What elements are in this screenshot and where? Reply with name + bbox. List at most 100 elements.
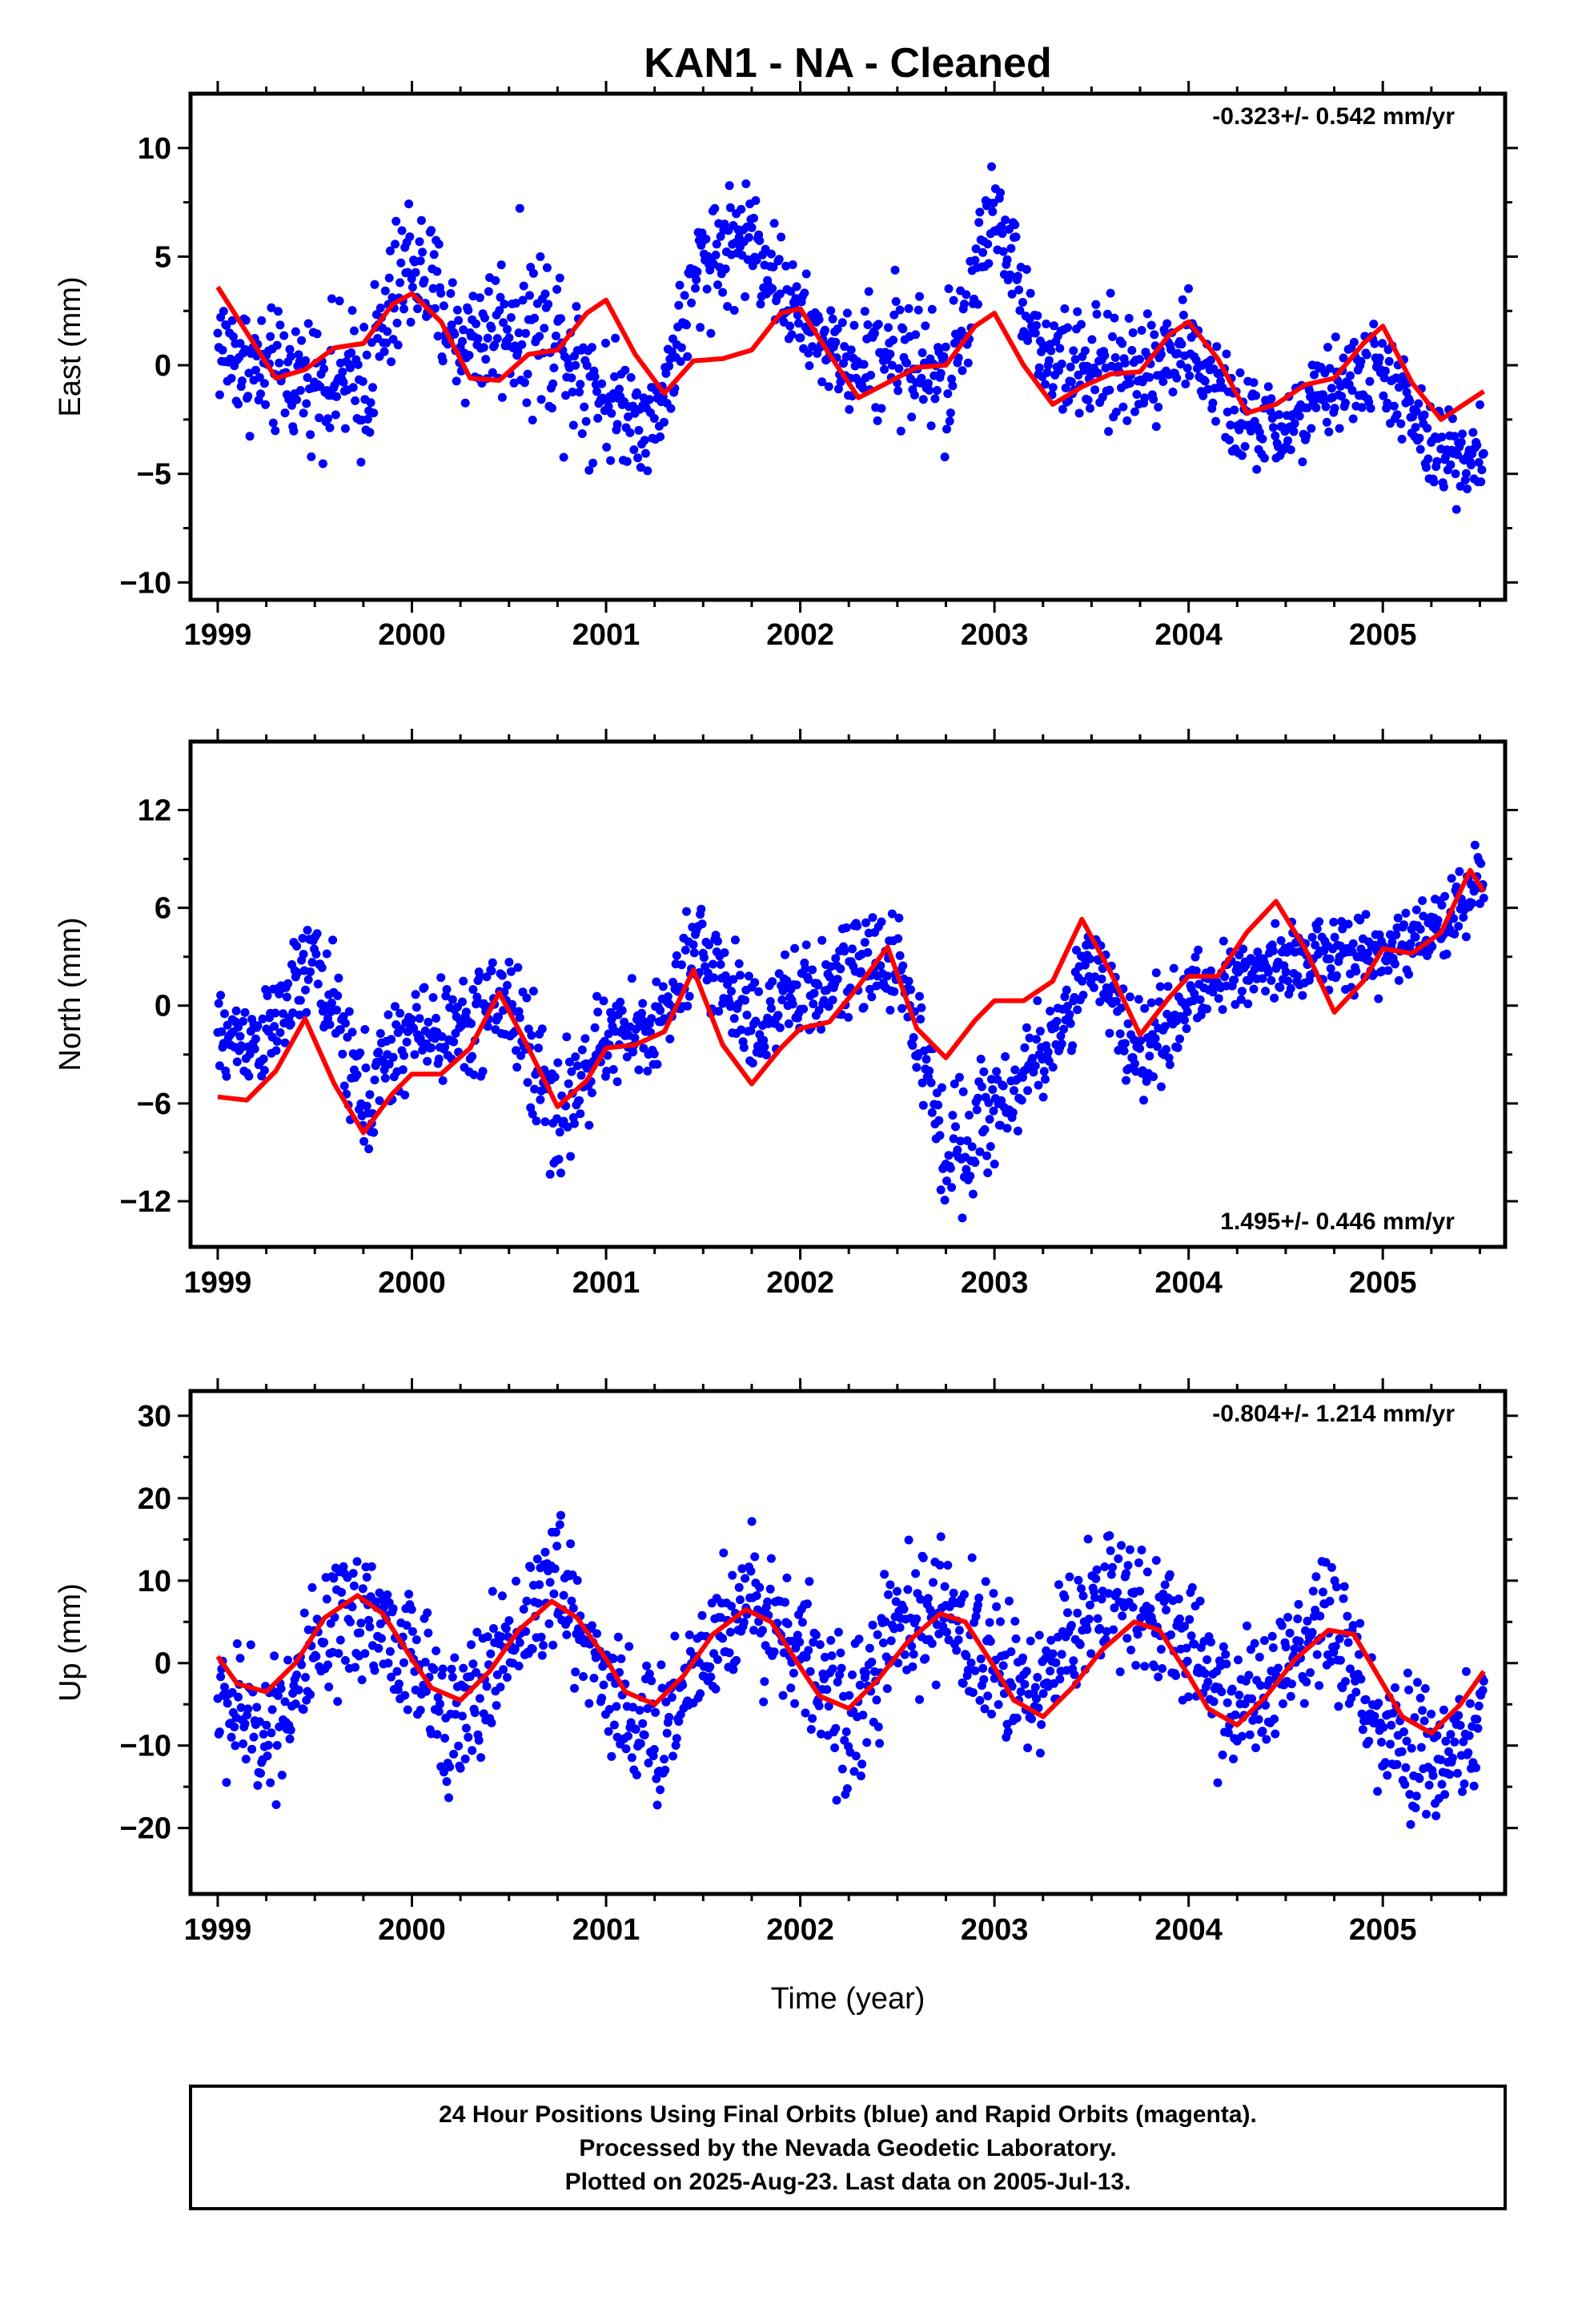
- up-data-point: [545, 1578, 555, 1587]
- up-data-point: [729, 1665, 738, 1675]
- up-data-point: [489, 1624, 498, 1633]
- up-data-point: [826, 1635, 836, 1645]
- up-data-point: [1223, 1728, 1233, 1738]
- east-data-point: [302, 399, 311, 408]
- east-data-point: [484, 287, 493, 296]
- up-data-point: [911, 1569, 921, 1578]
- up-data-point: [1150, 1662, 1159, 1671]
- north-data-point: [553, 1058, 563, 1068]
- east-data-point: [383, 327, 392, 336]
- up-data-point: [1469, 1781, 1479, 1791]
- up-data-point: [1203, 1677, 1213, 1687]
- east-data-point: [1237, 451, 1247, 460]
- north-data-point: [1078, 991, 1088, 1000]
- east-data-point: [1058, 404, 1067, 414]
- up-data-point: [451, 1710, 460, 1719]
- east-data-point: [1463, 485, 1472, 493]
- up-data-point: [1095, 1623, 1105, 1633]
- east-data-point: [1290, 419, 1299, 428]
- north-data-point: [391, 1002, 400, 1011]
- up-data-point: [1268, 1643, 1278, 1652]
- up-data-point: [661, 1765, 670, 1775]
- up-data-point: [963, 1665, 973, 1675]
- north-data-point: [1343, 919, 1353, 929]
- up-data-point: [1361, 1695, 1371, 1704]
- east-data-point: [1032, 320, 1041, 330]
- north-data-point: [567, 1067, 576, 1076]
- up-data-point: [980, 1704, 990, 1714]
- east-data-point: [984, 259, 994, 268]
- up-data-point: [271, 1800, 281, 1809]
- east-data-point: [454, 316, 464, 325]
- east-data-point: [751, 196, 761, 205]
- up-data-point: [422, 1687, 431, 1696]
- up-data-point: [1160, 1580, 1170, 1590]
- north-data-point: [523, 1078, 532, 1088]
- up-data-point: [408, 1626, 417, 1636]
- up-data-point: [1405, 1790, 1415, 1799]
- north-data-point: [966, 1172, 975, 1180]
- north-data-point: [292, 942, 302, 951]
- east-data-point: [294, 350, 303, 360]
- east-data-point: [907, 412, 917, 422]
- north-data-point: [918, 1100, 928, 1110]
- east-data-point: [1456, 481, 1465, 491]
- up-data-point: [1319, 1587, 1327, 1597]
- up-data-point: [811, 1630, 821, 1640]
- up-data-point: [642, 1661, 652, 1671]
- east-data-point: [849, 320, 859, 330]
- north-data-point: [1010, 1086, 1018, 1096]
- up-data-point: [1158, 1664, 1167, 1673]
- east-data-point: [1271, 431, 1280, 440]
- north-data-point: [449, 1037, 459, 1047]
- east-data-point: [523, 369, 532, 379]
- north-data-point: [665, 1034, 675, 1043]
- north-data-point: [475, 972, 484, 982]
- north-data-point: [616, 997, 625, 1007]
- east-data-point: [640, 448, 650, 458]
- up-data-point: [1315, 1611, 1325, 1621]
- east-data-point: [696, 323, 705, 332]
- north-data-point: [677, 960, 686, 970]
- east-data-point: [1384, 356, 1394, 366]
- north-data-point: [512, 1063, 522, 1072]
- east-data-point: [1380, 366, 1390, 376]
- north-data-point: [1391, 930, 1401, 939]
- east-data-point: [948, 381, 958, 391]
- east-data-point: [319, 364, 329, 374]
- up-data-point: [907, 1642, 917, 1651]
- east-data-point: [448, 278, 457, 287]
- up-data-point: [662, 1728, 672, 1738]
- east-data-point: [356, 457, 366, 467]
- east-data-point: [918, 395, 928, 404]
- east-data-point: [481, 355, 491, 364]
- north-y-tick-label: 12: [138, 794, 171, 827]
- up-data-point: [267, 1705, 277, 1715]
- north-data-point: [1039, 1067, 1049, 1076]
- up-data-point: [848, 1670, 857, 1679]
- up-data-point: [587, 1621, 596, 1630]
- north-data-point: [1307, 932, 1317, 942]
- east-data-point: [267, 303, 276, 312]
- up-data-point: [291, 1699, 300, 1709]
- east-data-point: [1268, 423, 1278, 432]
- north-data-point: [1023, 1086, 1033, 1096]
- up-data-point: [1131, 1661, 1141, 1670]
- north-data-point: [915, 991, 924, 1001]
- north-data-point: [441, 991, 451, 1001]
- north-data-point: [622, 1052, 632, 1062]
- north-data-point: [1035, 1027, 1045, 1036]
- north-data-point: [824, 1002, 833, 1011]
- north-data-point: [988, 1085, 998, 1094]
- north-data-point: [576, 1071, 586, 1080]
- up-data-point: [1109, 1625, 1118, 1634]
- east-data-point: [620, 365, 630, 375]
- up-data-point: [348, 1569, 358, 1578]
- up-data-point: [1306, 1668, 1315, 1678]
- north-data-point: [841, 923, 851, 932]
- north-data-point: [472, 992, 482, 1002]
- east-data-point: [836, 377, 845, 387]
- north-data-point: [766, 1003, 776, 1013]
- up-data-point: [734, 1582, 744, 1592]
- up-data-point: [1444, 1747, 1453, 1756]
